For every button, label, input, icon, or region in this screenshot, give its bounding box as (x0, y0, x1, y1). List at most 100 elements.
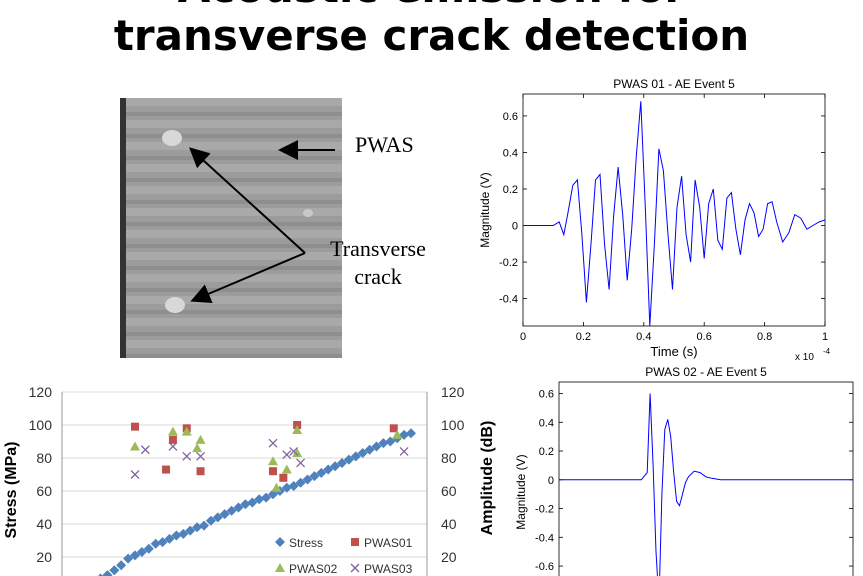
right-axis-label: Amplitude (dB) (479, 421, 496, 536)
point-pwas02 (281, 464, 292, 474)
y-tick-label: -0.2 (535, 504, 554, 516)
point-pwas02 (181, 426, 192, 436)
point-stress (247, 497, 258, 508)
transverse-crack-label-line-1: Transverse (330, 236, 426, 261)
legend-marker-pwas02 (275, 563, 285, 572)
point-stress (102, 570, 113, 576)
y-tick-label: 0.6 (503, 111, 518, 123)
point-stress (116, 560, 127, 571)
point-stress (123, 553, 134, 564)
x-tick-label: 0.6 (697, 331, 712, 343)
crack-arrow-1 (189, 147, 306, 254)
point-pwas01 (168, 435, 177, 444)
right-tick-label: 20 (441, 549, 457, 565)
legend-marker-pwas01 (351, 538, 359, 546)
slide-title: Acoustic emission for transverse crack d… (0, 0, 863, 60)
left-tick-label: 20 (36, 549, 52, 565)
point-stress (136, 547, 147, 558)
plot-area (558, 381, 854, 576)
point-stress (357, 448, 368, 459)
point-stress (261, 492, 272, 503)
x-tick-label: 0.2 (576, 331, 591, 343)
point-pwas02 (130, 441, 140, 451)
point-pwas03 (196, 451, 206, 461)
point-stress (192, 522, 203, 533)
title-line-2: transverse crack detection (113, 11, 750, 60)
legend-label-pwas03: PWAS03 (364, 562, 413, 576)
legend-label-pwas01: PWAS01 (364, 536, 413, 550)
y-tick-label: 0.4 (539, 417, 554, 429)
point-stress (406, 428, 416, 439)
stress-amplitude-chart: 20 20 40 40 60 60 80 80 100 100 120 120 Stress (MPa)… (3, 384, 496, 576)
left-tick-label: 60 (36, 483, 52, 499)
point-stress (143, 543, 154, 554)
point-stress (385, 436, 396, 447)
y-axis-label: Magnitude (V) (514, 454, 528, 529)
point-stress (254, 494, 265, 505)
y-tick-label: 0 (512, 221, 518, 233)
point-pwas03 (289, 446, 299, 456)
point-stress (399, 429, 410, 440)
point-pwas03 (296, 458, 306, 468)
point-pwas02 (292, 424, 303, 434)
x-axis-label: Time (s) (650, 344, 697, 359)
point-stress (199, 520, 209, 531)
point-stress (109, 565, 120, 576)
point-stress (288, 481, 299, 492)
y-axis-label: Magnitude (V) (478, 172, 492, 247)
pwas-sensor-1 (162, 130, 182, 146)
point-pwas02 (268, 456, 278, 466)
right-tick-label: 80 (441, 450, 457, 466)
point-stress (130, 550, 140, 561)
point-stress (330, 461, 341, 472)
y-tick-label: -0.6 (535, 561, 554, 573)
point-pwas01 (279, 473, 288, 482)
point-pwas03 (140, 445, 150, 455)
point-pwas01 (196, 467, 205, 476)
y-tick-label: -0.4 (535, 532, 554, 544)
point-stress (164, 533, 175, 544)
y-tick-label: -0.2 (499, 257, 518, 269)
point-stress (212, 512, 223, 523)
point-stress (226, 505, 237, 516)
point-stress (268, 489, 278, 500)
point-stress (350, 451, 361, 462)
waveform-line (559, 393, 853, 576)
right-tick-label: 40 (441, 516, 457, 532)
right-tick-label: 120 (441, 384, 465, 400)
crack-spot (303, 209, 313, 217)
left-axis-label: Stress (MPa) (3, 442, 20, 539)
point-stress (171, 530, 182, 541)
point-stress (323, 464, 334, 475)
point-stress (97, 573, 104, 576)
left-tick-label: 120 (29, 384, 53, 400)
point-stress (378, 438, 389, 449)
point-pwas03 (182, 451, 192, 461)
point-pwas02 (292, 448, 303, 458)
point-stress (281, 482, 292, 493)
x-tick-label: 1 (822, 331, 828, 343)
point-pwas02 (392, 429, 403, 439)
transverse-crack-label: Transverse crack (328, 235, 428, 291)
left-tick-label: 100 (29, 417, 53, 433)
point-pwas03 (282, 450, 292, 460)
point-stress (150, 538, 161, 549)
waveform-chart-pwas02: PWAS 02 - AE Event 5-0.8-0.6-0.4-0.200.2… (514, 365, 854, 576)
x-axis-exponent: -4 (823, 347, 831, 356)
x-axis-multiplier: x 10 (795, 352, 814, 363)
point-stress (157, 537, 168, 548)
photo-background (120, 98, 342, 358)
right-tick-label: 60 (441, 483, 457, 499)
point-pwas02 (167, 426, 178, 436)
title-line-1: Acoustic emission for (0, 0, 863, 12)
point-pwas03 (399, 446, 409, 456)
point-pwas02 (195, 434, 206, 444)
y-tick-label: -0.4 (499, 294, 518, 306)
point-stress (337, 457, 347, 468)
point-pwas02 (271, 482, 282, 492)
point-pwas01 (389, 424, 398, 433)
chart-title: PWAS 01 - AE Event 5 (613, 77, 735, 91)
point-stress (219, 509, 230, 520)
y-tick-label: 0.2 (539, 446, 554, 458)
x-tick-label: 0.8 (757, 331, 772, 343)
